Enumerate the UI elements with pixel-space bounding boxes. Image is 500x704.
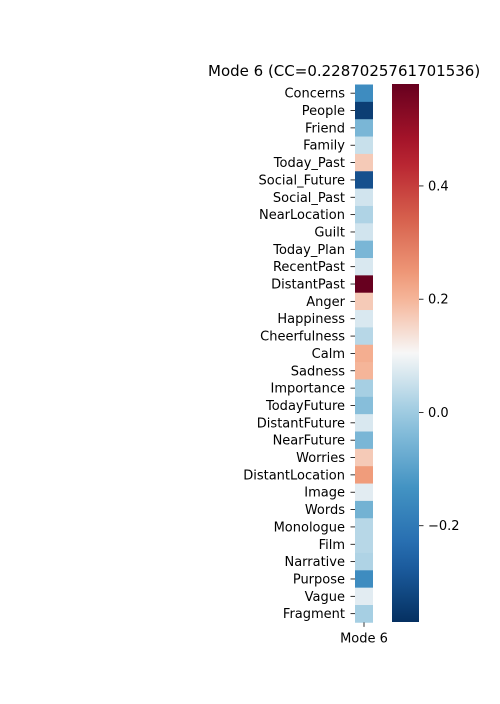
heatmap-cell bbox=[355, 535, 373, 554]
y-tick-label: People bbox=[302, 104, 345, 119]
y-tick-label: Guilt bbox=[314, 225, 345, 240]
y-tick-label: Monologue bbox=[274, 520, 345, 535]
heatmap-cell bbox=[355, 466, 373, 484]
y-tick-label: DistantPast bbox=[271, 278, 345, 293]
heatmap-cell bbox=[355, 136, 373, 155]
heatmap-cell bbox=[355, 518, 373, 536]
heatmap-cell bbox=[355, 431, 373, 450]
y-tick-labels: Concerns People Friend Family Today_Past Soci… bbox=[243, 87, 346, 622]
heatmap-cell bbox=[355, 414, 373, 432]
heatmap-cell bbox=[355, 223, 373, 242]
colorbar-tick-label: −0.2 bbox=[428, 519, 460, 534]
y-tick-label: Film bbox=[319, 538, 345, 553]
heatmap-cells bbox=[355, 84, 373, 623]
heatmap-cell bbox=[355, 327, 373, 346]
heatmap-cell bbox=[355, 119, 373, 137]
heatmap-cell bbox=[355, 587, 373, 606]
heatmap-cell bbox=[355, 362, 373, 380]
y-tick-label: Image bbox=[304, 486, 345, 501]
y-tick-label: Cheerfulness bbox=[260, 330, 345, 345]
y-tick-label: Social_Future bbox=[259, 173, 345, 188]
y-tick-label: NearFuture bbox=[273, 434, 345, 449]
colorbar-tick-label: 0.2 bbox=[428, 293, 449, 308]
heatmap-cell bbox=[355, 344, 373, 363]
heatmap-cell bbox=[355, 84, 373, 103]
y-tick-label: Vague bbox=[305, 590, 345, 605]
heatmap-cell bbox=[355, 240, 373, 259]
y-tick-label: Social_Past bbox=[273, 191, 345, 206]
chart-title: Mode 6 (CC=0.2287025761701536) bbox=[208, 62, 480, 80]
colorbar-gradient bbox=[392, 84, 419, 622]
y-tick-label: Words bbox=[305, 503, 345, 518]
y-tick-label: Sadness bbox=[291, 364, 345, 379]
heatmap-cell bbox=[355, 552, 373, 571]
y-tick-label: TodayFuture bbox=[265, 399, 345, 414]
y-tick-label: DistantLocation bbox=[243, 468, 345, 483]
heatmap-cell bbox=[355, 188, 373, 207]
heatmap-cell bbox=[355, 171, 373, 189]
heatmap-cell bbox=[355, 483, 373, 502]
y-tick-label: Concerns bbox=[284, 87, 345, 102]
y-tick-label: Worries bbox=[296, 451, 345, 466]
heatmap-cell bbox=[355, 275, 373, 294]
heatmap-cell bbox=[355, 258, 373, 276]
colorbar-tick-label: 0.0 bbox=[428, 406, 449, 421]
heatmap-cell bbox=[355, 605, 373, 623]
heatmap-cell bbox=[355, 396, 373, 415]
heatmap-cell bbox=[355, 292, 373, 311]
heatmap-cell bbox=[355, 379, 373, 398]
y-tick-label: Purpose bbox=[293, 572, 345, 587]
heatmap-cell bbox=[355, 570, 373, 589]
heatmap-cell bbox=[355, 101, 373, 120]
y-tick-label: Happiness bbox=[277, 312, 345, 327]
x-axis: Mode 6 bbox=[340, 622, 388, 646]
heatmap-cell bbox=[355, 205, 373, 224]
heatmap-cell bbox=[355, 310, 373, 328]
colorbar: 0.4 0.2 0.0 −0.2 bbox=[392, 84, 460, 622]
heatmap-cell bbox=[355, 448, 373, 467]
y-tick-label: Anger bbox=[306, 295, 345, 310]
y-tick-label: Calm bbox=[312, 347, 345, 362]
x-tick-label: Mode 6 bbox=[340, 631, 388, 646]
heatmap-cell bbox=[355, 500, 373, 519]
y-tick-label: Narrative bbox=[284, 555, 345, 570]
colorbar-tick-label: 0.4 bbox=[428, 179, 449, 194]
y-tick-marks bbox=[350, 92, 355, 615]
y-tick-label: NearLocation bbox=[259, 208, 345, 223]
y-tick-label: Today_Past bbox=[273, 156, 345, 171]
y-tick-label: RecentPast bbox=[273, 260, 345, 275]
y-tick-label: Fragment bbox=[283, 607, 345, 622]
y-tick-label: Family bbox=[303, 139, 345, 154]
heatmap-cell bbox=[355, 153, 373, 172]
y-tick-label: Importance bbox=[271, 382, 346, 397]
y-tick-label: Friend bbox=[305, 121, 345, 136]
y-tick-label: DistantFuture bbox=[257, 416, 345, 431]
y-tick-label: Today_Plan bbox=[272, 243, 345, 258]
